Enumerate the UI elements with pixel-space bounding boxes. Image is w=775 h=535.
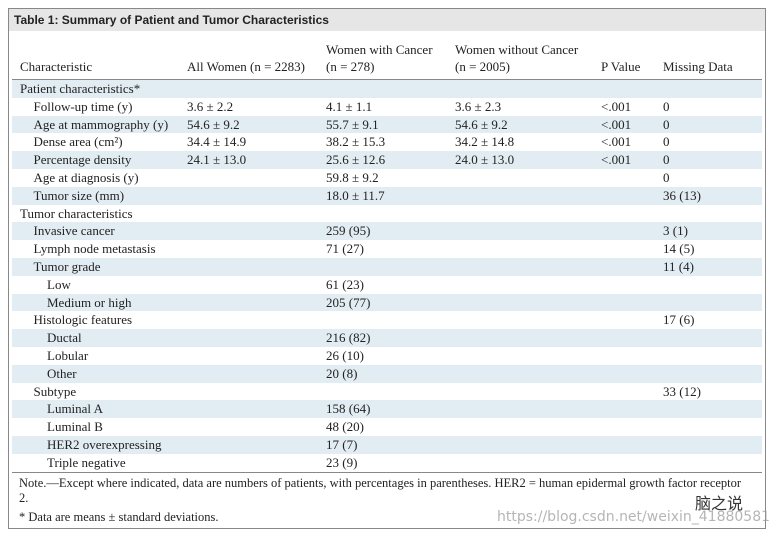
cell: Medium or high [47, 294, 132, 310]
cell: 18.0 ± 11.7 [326, 187, 385, 203]
cell: 0 [663, 170, 670, 185]
cell: <.001 [601, 152, 632, 168]
cell: 259 (95) [326, 223, 371, 239]
cell: 33 (12) [663, 383, 701, 399]
table-row: Age at mammography (y) 54.6 ± 9.2 55.7 ± 9… [12, 115, 762, 134]
cell: 71 (27) [326, 241, 364, 257]
cell: 3.6 ± 2.3 [455, 98, 502, 114]
table-row: HER2 overexpressing 17 (7) [12, 436, 762, 454]
table-row: Luminal B 48 (20) [12, 418, 762, 436]
cell: Subtype [33, 383, 77, 399]
cell: Histologic features [33, 312, 133, 328]
table-row: Low 61 (23) [12, 276, 762, 294]
cell: 26 (10) [326, 348, 364, 363]
cell: Triple negative [47, 454, 126, 470]
cell: Percentage density [33, 152, 132, 168]
cell: 23 (9) [326, 454, 358, 470]
cell: 216 (82) [326, 330, 371, 346]
cell: Tumor grade [33, 259, 101, 274]
column-header: Women without Cancer (n = 2005) [455, 42, 579, 74]
cell: 54.6 ± 9.2 [455, 116, 508, 132]
footnote: * Data are means ± standard deviations. [19, 510, 219, 524]
cell: <.001 [601, 116, 632, 132]
cell: 34.2 ± 14.8 [455, 134, 515, 150]
cell: Luminal B [47, 419, 103, 435]
cell: 17 (7) [326, 437, 358, 452]
header-rule [12, 79, 762, 80]
cell: 158 (64) [326, 401, 371, 417]
cell: 20 (8) [326, 365, 358, 381]
cell: Tumor size (mm) [33, 187, 125, 203]
cell: 3.6 ± 2.2 [187, 98, 234, 114]
table-frame [8, 8, 766, 529]
cell: Lymph node metastasis [33, 241, 156, 257]
cell: 0 [663, 134, 670, 150]
cell: 59.8 ± 9.2 [326, 170, 379, 185]
table-row: Medium or high 205 (77) [12, 293, 762, 312]
cell: 17 (6) [663, 312, 695, 328]
cell: 61 (23) [326, 276, 364, 292]
cell: 25.6 ± 12.6 [326, 152, 386, 168]
table-row: Follow-up time (y) 3.6 ± 2.2 4.1 ± 1.1 3.6 … [12, 98, 762, 116]
cell: Follow-up time (y) [33, 98, 133, 114]
cell: 4.1 ± 1.1 [326, 98, 373, 114]
cell: Ductal [47, 330, 82, 346]
cell: 34.4 ± 14.9 [187, 134, 247, 150]
column-header: P Value [601, 59, 641, 74]
cell: 54.6 ± 9.2 [187, 116, 240, 132]
table-row: Tumor size (mm) 18.0 ± 11.7 36 (13) [12, 186, 762, 205]
cell: 24.0 ± 13.0 [455, 152, 515, 168]
cell: HER2 overexpressing [47, 437, 162, 452]
table-row: Tumor grade 11 (4) [12, 258, 762, 276]
cell: Luminal A [47, 401, 103, 417]
cell: <.001 [601, 134, 632, 150]
table-row: Luminal A 158 (64) [12, 400, 762, 419]
table-row: Histologic features 17 (6) [12, 311, 762, 329]
table-row: Percentage density 24.1 ± 13.0 25.6 ± 12.6… [12, 151, 762, 169]
cell: 205 (77) [326, 294, 371, 310]
table-row: Other 20 (8) [12, 364, 762, 383]
cell: 55.7 ± 9.1 [326, 116, 379, 132]
watermark-brand: 脑之说 [695, 494, 744, 513]
column-header: Women with Cancer (n = 278) [326, 42, 433, 74]
cell: 0 [663, 98, 670, 114]
cell: Age at mammography (y) [33, 116, 169, 132]
cell: 48 (20) [326, 419, 364, 435]
cell: Dense area (cm²) [33, 134, 123, 150]
cell: 0 [663, 152, 670, 168]
cell: Low [47, 276, 71, 292]
cell: Invasive cancer [33, 223, 115, 239]
column-header: Missing Data [663, 59, 733, 74]
cell: 38.2 ± 15.3 [326, 134, 386, 150]
table-row: Dense area (cm²) 34.4 ± 14.9 38.2 ± 15.3 34… [12, 133, 762, 151]
table-row: Lobular 26 (10) [12, 347, 762, 365]
cell: Other [47, 365, 77, 381]
column-header: Characteristic [20, 59, 93, 74]
cell: <.001 [601, 98, 632, 114]
table-row: Subtype 33 (12) [12, 383, 762, 401]
table-row: Invasive cancer 259 (95) 3 (1) [12, 222, 762, 241]
table-title: Table 1: Summary of Patient and Tumor Ch… [9, 9, 765, 31]
cell: 0 [663, 116, 670, 132]
column-header: All Women (n = 2283) [187, 59, 305, 74]
table-row: Triple negative 23 (9) [12, 454, 762, 472]
bottom-rule [12, 472, 762, 473]
cell: Lobular [47, 348, 89, 363]
cell: Tumor characteristics [20, 205, 133, 221]
cell: 36 (13) [663, 187, 701, 203]
table-row: Lymph node metastasis 71 (27) 14 (5) [12, 240, 762, 258]
table-row: Ductal 216 (82) [12, 329, 762, 347]
cell: Age at diagnosis (y) [33, 170, 139, 185]
table-row: Patient characteristics* [12, 80, 762, 98]
watermark-url: https://blog.csdn.net/weixin_41880581 [497, 509, 771, 525]
cell: 24.1 ± 13.0 [187, 152, 247, 168]
cell: 11 (4) [663, 259, 694, 274]
cell: 14 (5) [663, 241, 695, 257]
cell: Patient characteristics* [20, 81, 141, 96]
note: Note.—Except where indicated, data are n… [19, 476, 742, 505]
table-row: Age at diagnosis (y) 59.8 ± 9.2 0 [12, 169, 762, 187]
table-row: Tumor characteristics [12, 205, 762, 223]
cell: 3 (1) [663, 223, 688, 239]
